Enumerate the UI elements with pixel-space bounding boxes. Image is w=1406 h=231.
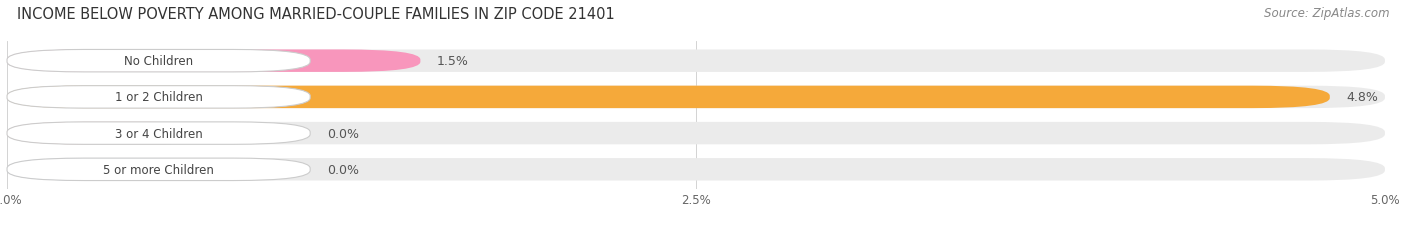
FancyBboxPatch shape — [7, 86, 1385, 109]
FancyBboxPatch shape — [7, 158, 1385, 181]
Text: 1 or 2 Children: 1 or 2 Children — [115, 91, 202, 104]
Text: 3 or 4 Children: 3 or 4 Children — [115, 127, 202, 140]
FancyBboxPatch shape — [7, 50, 311, 73]
FancyBboxPatch shape — [7, 86, 1330, 109]
Text: 4.8%: 4.8% — [1347, 91, 1378, 104]
FancyBboxPatch shape — [7, 122, 225, 145]
FancyBboxPatch shape — [7, 122, 1385, 145]
Text: 1.5%: 1.5% — [437, 55, 468, 68]
Text: INCOME BELOW POVERTY AMONG MARRIED-COUPLE FAMILIES IN ZIP CODE 21401: INCOME BELOW POVERTY AMONG MARRIED-COUPL… — [17, 7, 614, 22]
Text: Source: ZipAtlas.com: Source: ZipAtlas.com — [1264, 7, 1389, 20]
Text: 0.0%: 0.0% — [326, 163, 359, 176]
Text: 5 or more Children: 5 or more Children — [103, 163, 214, 176]
FancyBboxPatch shape — [7, 158, 311, 181]
Text: No Children: No Children — [124, 55, 193, 68]
FancyBboxPatch shape — [7, 122, 311, 145]
FancyBboxPatch shape — [7, 50, 1385, 73]
Text: 0.0%: 0.0% — [326, 127, 359, 140]
FancyBboxPatch shape — [7, 86, 311, 109]
FancyBboxPatch shape — [7, 158, 225, 181]
FancyBboxPatch shape — [7, 50, 420, 73]
